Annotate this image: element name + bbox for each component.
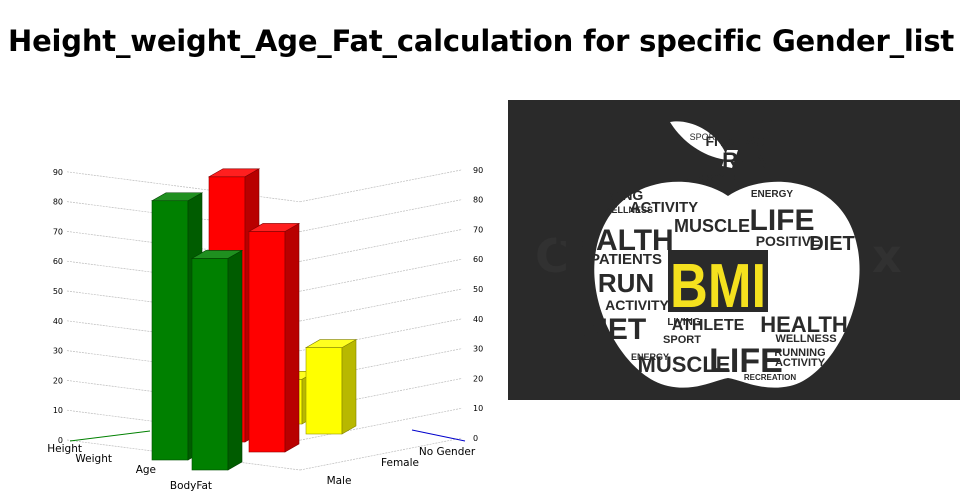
x-category-label: Weight [75, 453, 112, 465]
y-tick-label-left: 50 [53, 287, 63, 296]
page-title: Height_weight_Age_Fat_calculation for sp… [8, 24, 955, 58]
bmi-center-tile [668, 250, 768, 312]
word-cloud-word: DIET [809, 233, 855, 255]
bar-front-male [191, 258, 229, 471]
word-cloud-word: ATHLETE [672, 317, 745, 334]
floor-line-male [69, 430, 151, 442]
bar-side-female [284, 222, 300, 453]
bar-top-male [190, 250, 244, 259]
y-tick-label-left: 70 [53, 227, 63, 236]
bar-top-no-gender [304, 339, 358, 348]
word-cloud-word: ACTIVITY [775, 357, 826, 369]
word-cloud-word: ACTIVITY [605, 297, 669, 313]
word-cloud-word: ENERGY [751, 189, 794, 200]
y-tick-label-right: 40 [473, 315, 483, 324]
y-tick-label-right: 20 [473, 374, 483, 383]
bar-top-male [150, 192, 204, 202]
y-tick-label-left: 80 [53, 198, 63, 207]
x-category-label: Height [47, 443, 82, 455]
word-cloud-word: LIFE [709, 342, 783, 380]
y-tick-label-right: 60 [473, 255, 483, 264]
word-cloud-word: WELLNESS [775, 333, 836, 345]
y-tick-label-left: 40 [53, 317, 63, 326]
word-cloud-word: FITNESS [705, 133, 764, 149]
depth-series-label: No Gender [419, 446, 476, 458]
depth-series-label: Female [381, 457, 419, 469]
y-tick-label-right: 70 [473, 225, 483, 234]
bar-front-male [151, 200, 189, 461]
y-tick-label-left: 10 [53, 406, 63, 415]
y-tick-label-left: 0 [58, 436, 63, 445]
apple-leaf [670, 121, 728, 160]
gridline [299, 288, 463, 322]
y-tick-label-right: 30 [473, 345, 483, 354]
watermark-text: C [535, 229, 569, 283]
bar-side-no-gender [341, 339, 357, 435]
word-cloud-word: RUNNING [774, 347, 825, 359]
word-cloud-word: LIFESTYLE [685, 173, 739, 184]
x-category-label: Age [136, 464, 156, 476]
word-cloud-word: FIT [748, 117, 772, 134]
gridline [299, 229, 463, 262]
gridline [299, 437, 463, 471]
apple-word-cloud: C x FITFITNESSRUNSPORTLIFESTYLELIVINGACT… [535, 117, 902, 388]
word-cloud-word: HEALTH [554, 224, 673, 257]
bar-side-male [227, 249, 243, 471]
bar-front-no-gender [305, 347, 343, 435]
y-tick-label-left: 30 [53, 347, 63, 356]
y-tick-label-right: 10 [473, 404, 483, 413]
gridline [66, 171, 301, 203]
word-cloud-word: RUN [722, 148, 770, 173]
x-category-label: BodyFat [170, 480, 212, 492]
word-cloud-word: LIVING [667, 317, 701, 328]
word-cloud-word: WELLNESS [603, 205, 653, 215]
bar-top-female [207, 168, 261, 178]
y-tick-label-right: 50 [473, 285, 483, 294]
bmi-center-word: BMI [670, 252, 766, 321]
word-cloud-word: POSITIVE [756, 233, 821, 249]
floor-line-no-gender [411, 429, 466, 442]
watermark-text: x [872, 229, 902, 283]
word-cloud-word: HEALTH [760, 312, 848, 337]
bar-front-female [248, 231, 286, 453]
gridline [299, 407, 463, 441]
word-cloud-word: ACTIVITY [630, 199, 698, 216]
word-cloud-word: RUN [598, 268, 654, 298]
word-cloud-word: DIET [578, 313, 646, 346]
bar-chart-3d: 0 0 10 10 20 20 30 30 40 40 50 50 60 60 70 70 80 80 90 90 He… [47, 166, 483, 492]
word-cloud-word: PATIENTS [590, 251, 662, 268]
y-tick-label-right: 90 [473, 166, 483, 175]
bmi-word-cloud-image: C x FIT FITNESS RUN SPORT LIFESTYLE LIVING ACT… [508, 100, 960, 400]
word-cloud-word: LIVING [597, 187, 644, 203]
word-cloud-word: LIFE [750, 204, 815, 237]
word-cloud-word: MUSCLE [638, 352, 731, 377]
word-cloud-word: RECREATION [744, 373, 797, 382]
gridline [299, 199, 463, 232]
gridline [299, 258, 463, 292]
depth-series-label: Male [327, 475, 352, 487]
y-tick-label-right: 80 [473, 196, 483, 205]
y-tick-label-left: 60 [53, 257, 63, 266]
word-cloud-word: ENERGY [631, 352, 669, 362]
y-tick-label-left: 90 [53, 168, 63, 177]
word-cloud-word: SPORT [663, 334, 701, 346]
word-cloud-word: MUSCLE [674, 216, 750, 236]
gridline [299, 169, 463, 203]
y-tick-label-right: 0 [473, 434, 478, 443]
bar-top-female [247, 223, 301, 232]
y-tick-label-left: 20 [53, 376, 63, 385]
word-cloud-word: SPORT [690, 132, 721, 142]
